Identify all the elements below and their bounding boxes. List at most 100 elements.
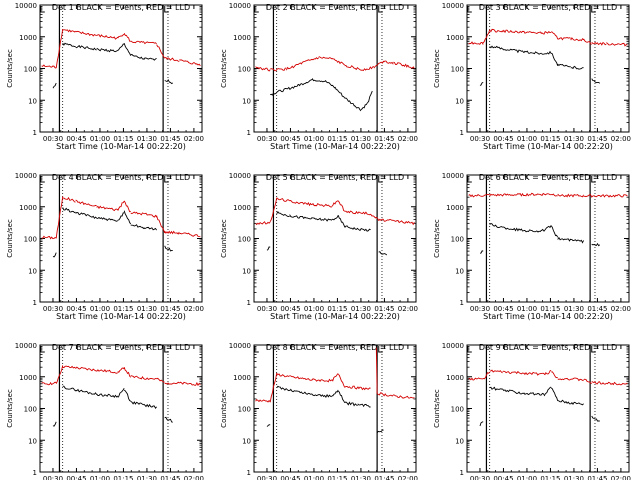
series-lld-line [41, 365, 201, 387]
x-tick-label: 01:15 [113, 305, 133, 313]
panel-title: Det 8 BLACK = Events, RED = LLD [266, 343, 404, 352]
series-lld-line [255, 197, 415, 226]
series-events-line [266, 385, 384, 434]
y-axis-label: Counts/sec [220, 389, 228, 428]
x-tick-label: 01:00 [517, 475, 537, 480]
y-tick-label: 10 [455, 97, 464, 105]
panel-title: Det 6 BLACK = Events, RED = LLD [479, 173, 617, 182]
x-tick-label: 01:45 [160, 475, 180, 480]
y-tick-label: 1000 [19, 374, 37, 382]
y-tick-label: 100 [238, 66, 251, 74]
y-axis-label: Counts/sec [433, 389, 441, 428]
series-events-line [52, 42, 174, 89]
y-tick-label: 1000 [19, 204, 37, 212]
panel-title: Det 3 BLACK = Events, RED = LLD [479, 3, 617, 12]
x-tick-label: 01:30 [351, 475, 371, 480]
panel-det-9: Det 9 BLACK = Events, RED = LLD 1 10 100 100… [433, 342, 631, 485]
interval-flag-icon [254, 346, 259, 353]
series-events-line [270, 78, 373, 112]
series-events-line [52, 207, 173, 258]
y-tick-label: 1 [33, 299, 37, 307]
panel-title: Det 2 BLACK = Events, RED = LLD [266, 3, 404, 12]
x-tick-label: 01:30 [137, 475, 157, 480]
y-tick-label: 1 [460, 299, 464, 307]
panel-det-3: Det 3 BLACK = Events, RED = LLD 1 10 100 100… [433, 2, 631, 151]
plot-frame [253, 174, 417, 303]
x-axis-label: Start Time (10-Mar-14 00:22:20) [270, 312, 400, 321]
x-tick-label: 01:30 [351, 305, 371, 313]
x-tick-label: 01:15 [113, 135, 133, 143]
y-tick-label: 1000 [233, 34, 251, 42]
y-tick-label: 10000 [442, 2, 464, 10]
y-tick-label: 1000 [19, 34, 37, 42]
interval-flag-icon [591, 176, 596, 183]
x-tick-label: 00:30 [43, 475, 63, 480]
x-tick-label: 01:00 [304, 475, 324, 480]
x-tick-label: 01:30 [564, 305, 584, 313]
panel-det-5: Det 5 BLACK = Events, RED = LLD 1 10 100 100… [220, 172, 418, 321]
y-axis-label: Counts/sec [6, 49, 14, 88]
plot-frame [39, 4, 203, 133]
x-tick-label: 02:00 [184, 475, 204, 480]
x-tick-label: 01:45 [587, 475, 607, 480]
y-tick-label: 100 [451, 236, 464, 244]
series-lld-line [41, 28, 201, 69]
y-axis-label: Counts/sec [433, 219, 441, 258]
y-tick-label: 100 [238, 406, 251, 414]
plot-frame [253, 344, 417, 473]
interval-flag-icon [378, 176, 383, 183]
panel-title: Det 5 BLACK = Events, RED = LLD [266, 173, 404, 182]
y-tick-label: 1 [33, 469, 37, 477]
y-tick-label: 10 [28, 437, 37, 445]
y-tick-label: 10000 [15, 2, 37, 10]
y-tick-label: 1000 [446, 374, 464, 382]
plot-frame [39, 344, 203, 473]
x-tick-label: 00:45 [66, 135, 86, 143]
plot-frame [466, 344, 630, 473]
y-tick-label: 1 [247, 129, 251, 137]
interval-flag-icon [378, 6, 383, 13]
y-tick-label: 100 [238, 236, 251, 244]
panel-det-4: Det 4 BLACK = Events, RED = LLD 1 10 100 100… [6, 172, 204, 321]
panel-title: Det 1 BLACK = Events, RED = LLD [52, 3, 190, 12]
x-tick-label: 00:30 [470, 135, 490, 143]
interval-flag-icon [40, 176, 45, 183]
x-tick-label: 01:00 [90, 475, 110, 480]
y-tick-label: 100 [451, 66, 464, 74]
series-lld-line [255, 56, 415, 72]
x-axis-label: Start Time (10-Mar-14 00:22:20) [56, 142, 186, 151]
y-axis-label: Counts/sec [220, 49, 228, 88]
x-tick-label: 01:45 [374, 305, 394, 313]
x-tick-label: 01:30 [137, 305, 157, 313]
interval-flag-icon [467, 176, 472, 183]
panel-title: Det 7 BLACK = Events, RED = LLD [52, 343, 190, 352]
y-tick-label: 1000 [446, 204, 464, 212]
interval-flag-icon [467, 6, 472, 13]
x-tick-label: 00:30 [257, 475, 277, 480]
series-lld-line [41, 196, 201, 240]
y-tick-label: 100 [24, 236, 37, 244]
x-tick-label: 02:00 [398, 305, 418, 313]
x-tick-label: 00:30 [257, 305, 277, 313]
y-tick-label: 10000 [15, 342, 37, 350]
x-axis-label: Start Time (10-Mar-14 00:22:20) [270, 142, 400, 151]
x-tick-label: 01:15 [327, 135, 347, 143]
y-tick-label: 10000 [442, 172, 464, 180]
panel-title: Det 9 BLACK = Events, RED = LLD [479, 343, 617, 352]
series-events-line [479, 45, 601, 86]
interval-flag-icon [591, 346, 596, 353]
y-tick-label: 100 [24, 66, 37, 74]
x-tick-label: 01:15 [540, 305, 560, 313]
y-tick-label: 10 [242, 97, 251, 105]
x-tick-label: 01:30 [564, 475, 584, 480]
y-axis-label: Counts/sec [6, 389, 14, 428]
y-tick-label: 10000 [15, 172, 37, 180]
x-tick-label: 00:45 [280, 305, 300, 313]
x-axis-label: Start Time (10-Mar-14 00:22:20) [483, 312, 613, 321]
x-tick-label: 01:30 [351, 135, 371, 143]
x-tick-label: 01:00 [90, 305, 110, 313]
x-tick-label: 00:30 [43, 305, 63, 313]
x-tick-label: 01:30 [137, 135, 157, 143]
x-tick-label: 01:15 [113, 475, 133, 480]
